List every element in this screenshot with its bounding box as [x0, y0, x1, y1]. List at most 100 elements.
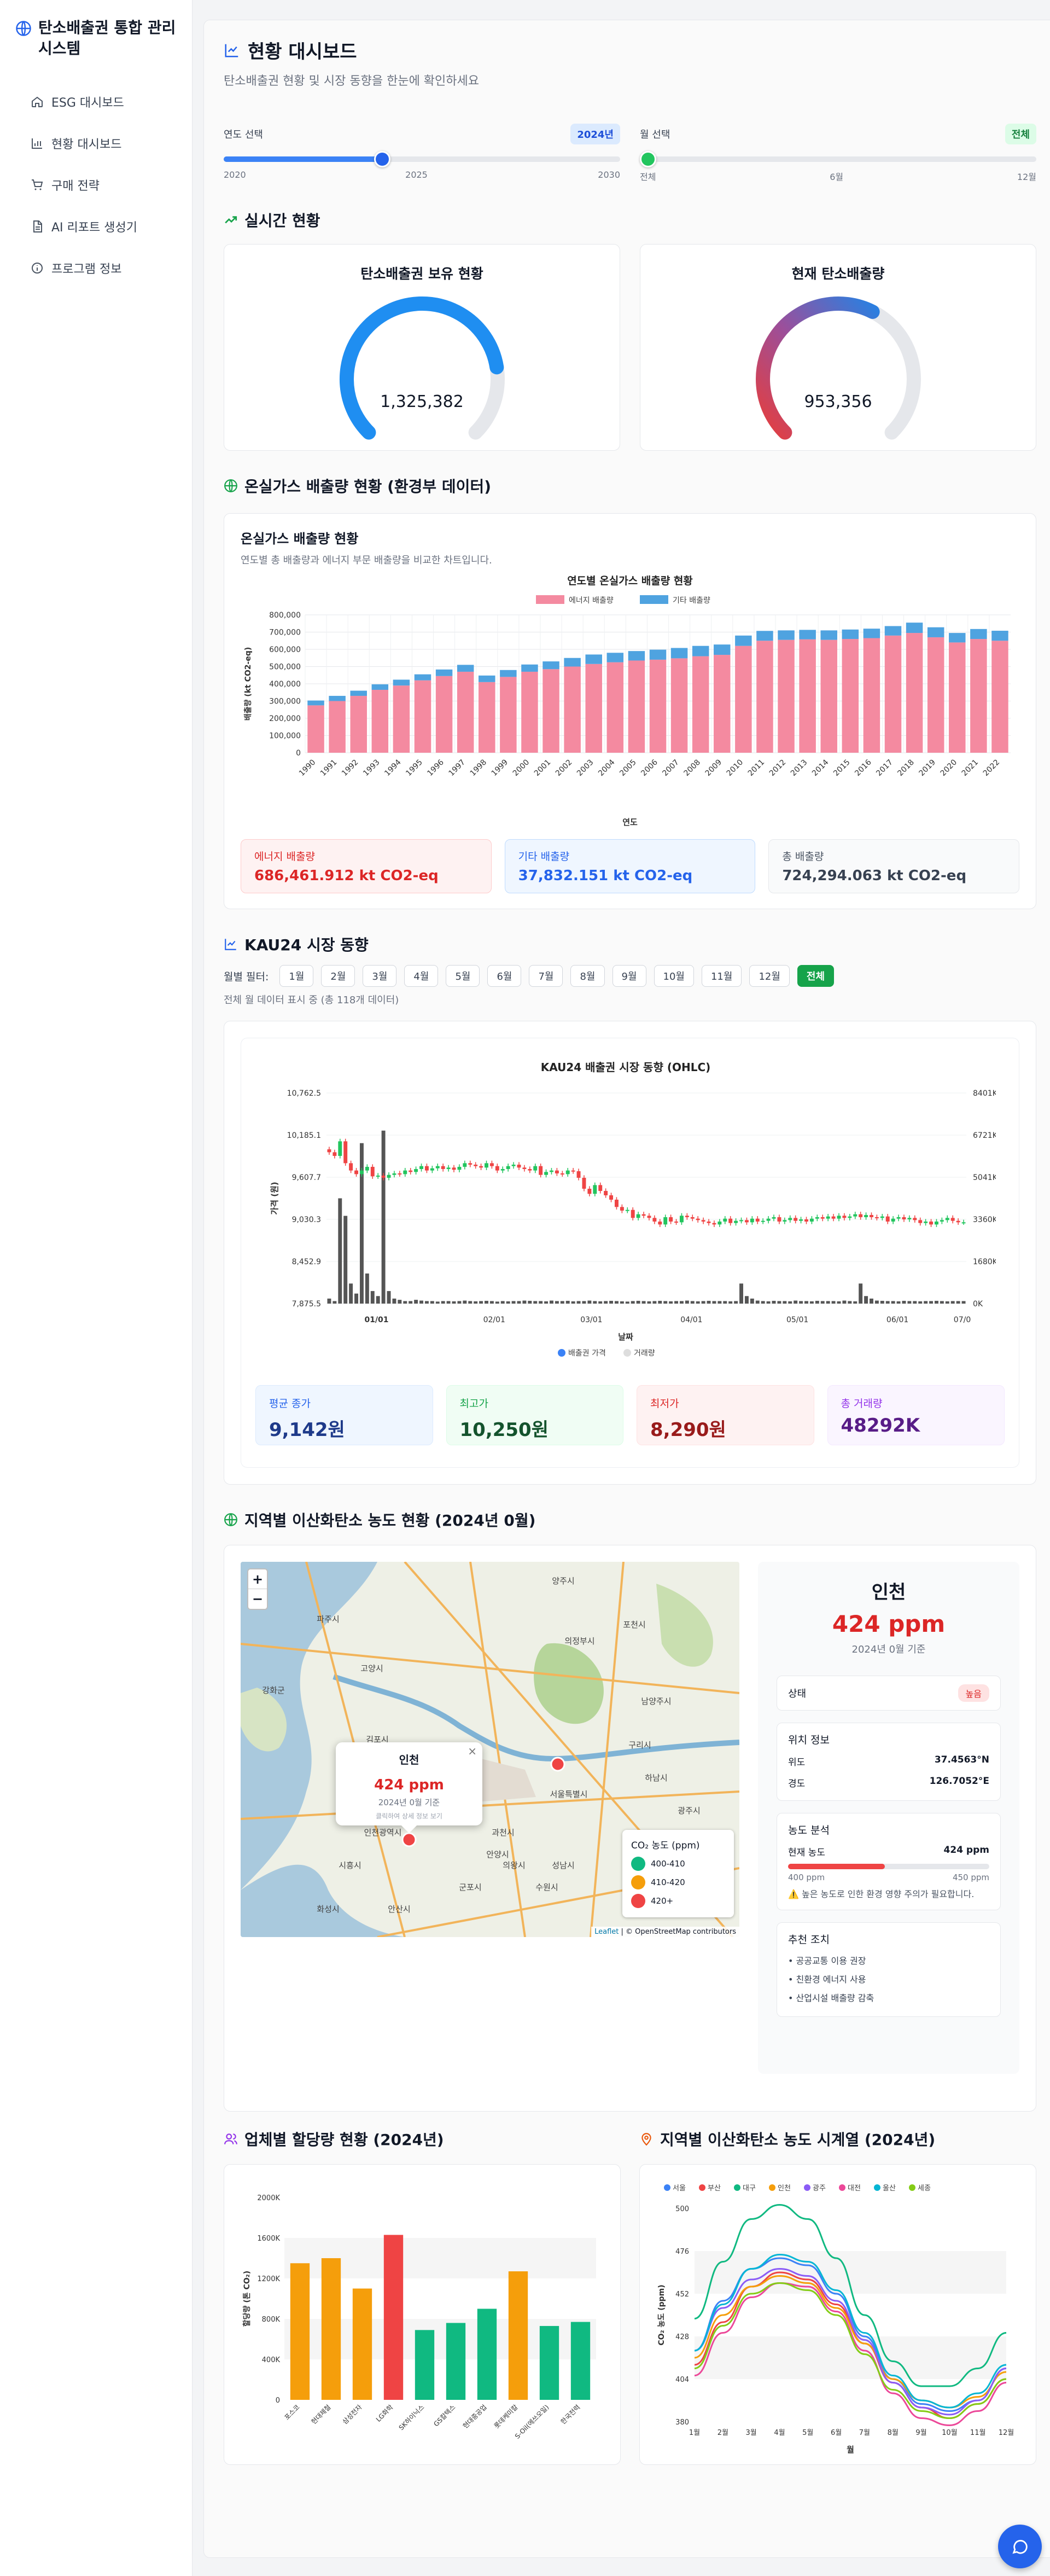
candle-body — [934, 1222, 938, 1225]
legend-label: 배출권 가격 — [568, 1349, 606, 1358]
candle-body — [485, 1163, 488, 1168]
other-bar — [393, 679, 410, 686]
volume-bar — [826, 1301, 830, 1304]
month-slider-thumb[interactable] — [640, 151, 656, 167]
leaflet-link[interactable]: Leaflet — [594, 1928, 619, 1936]
month-filter-button[interactable]: 4월 — [404, 965, 439, 987]
volume-bar — [837, 1301, 841, 1304]
legend-label: 대구 — [743, 2184, 756, 2193]
filter-sliders: 연도 선택 2024년 2020 2025 2030 월 선 — [224, 124, 1036, 183]
page-title: 현황 대시보드 — [248, 41, 357, 63]
volume-bar — [571, 1301, 575, 1304]
candle-body — [696, 1218, 700, 1220]
map-road — [590, 1562, 625, 1937]
month-slider-track[interactable] — [640, 151, 1036, 167]
allocation-bar-chart: 0 400K 800K 1200K 1600K 2000K 포스코 현대제철 삼성전자 LG화학 S… — [242, 2194, 596, 2440]
month-filter-button[interactable]: 10월 — [654, 965, 694, 987]
candle-body — [576, 1171, 581, 1178]
month-filter-button[interactable]: 12월 — [749, 965, 790, 987]
month-filter-button[interactable]: 9월 — [612, 965, 646, 987]
energy-bar — [435, 676, 453, 753]
x-tick-label: 2017 — [874, 758, 895, 778]
zoom-in-button[interactable]: + — [248, 1569, 267, 1589]
co2-map[interactable]: 서울특별시성남시인천광역시부천시수원시안양시안산시고양시파주시의정부시남양주시하… — [241, 1562, 739, 1937]
month-slider[interactable]: 월 선택 전체 전체 6월 12월 — [640, 124, 1036, 183]
year-slider[interactable]: 연도 선택 2024년 2020 2025 2030 — [224, 124, 620, 183]
trend-chart-icon — [225, 44, 238, 57]
x-tick-label: 1996 — [425, 758, 446, 778]
volume-bar — [804, 1301, 808, 1304]
other-bar — [307, 700, 324, 706]
sidebar-item-purchase-strategy[interactable]: 구매 전략 — [15, 164, 177, 206]
popup-close-button[interactable]: × — [468, 1745, 477, 1758]
ghg-stats: 에너지 배출량 686,461.912 kt CO2-eq 기타 배출량 37,… — [241, 839, 1020, 893]
chat-button[interactable] — [998, 2525, 1042, 2568]
volume-bar — [424, 1301, 429, 1304]
candle-body — [685, 1216, 689, 1218]
year-slider-thumb[interactable] — [374, 151, 390, 167]
month-filter-button[interactable]: 1월 — [279, 965, 314, 987]
candle-body — [669, 1217, 673, 1222]
realtime-title-text: 실시간 현황 — [244, 212, 320, 230]
sidebar-item-esg-dashboard[interactable]: ESG 대시보드 — [15, 81, 177, 123]
timeseries-section-title: 지역별 이산화탄소 농도 시계열 (2024년) — [639, 2128, 1036, 2150]
stat-label: 기타 배출량 — [518, 851, 570, 863]
legend-label: 세종 — [918, 2184, 931, 2193]
month-filter-button[interactable]: 6월 — [487, 965, 522, 987]
zoom-out-button[interactable]: − — [252, 1591, 264, 1607]
x-tick-label: 04/01 — [680, 1316, 702, 1324]
other-bar — [628, 651, 645, 661]
other-bar — [414, 674, 431, 681]
month-filter-button[interactable]: 7월 — [529, 965, 563, 987]
month-filter-button[interactable]: 2월 — [321, 965, 355, 987]
candle-body — [744, 1220, 749, 1223]
energy-bar — [457, 671, 474, 753]
y-tick-label: 800K — [262, 2316, 281, 2324]
volume-bar — [820, 1301, 825, 1304]
x-tick-label: 2003 — [575, 758, 596, 778]
energy-bar — [585, 664, 602, 753]
month-filter-button[interactable]: 3월 — [363, 965, 397, 987]
volume-bar — [961, 1301, 966, 1304]
y-tick-label: 600,000 — [269, 646, 301, 654]
volume-bar — [468, 1301, 472, 1304]
volume-bar — [370, 1291, 375, 1304]
volume-bar — [522, 1300, 527, 1304]
candle-body — [658, 1222, 662, 1225]
volume-bar — [907, 1301, 912, 1304]
allocation-bar — [446, 2323, 466, 2400]
volume-bar — [864, 1296, 868, 1304]
candle-body — [918, 1220, 923, 1223]
volume-bar — [398, 1300, 402, 1304]
candle-body — [870, 1215, 873, 1218]
x-tick-label: 2021 — [960, 758, 981, 778]
month-filter-button[interactable]: 전체 — [797, 965, 835, 987]
year-slider-track[interactable] — [224, 151, 620, 167]
map-place-label: 군포시 — [459, 1882, 481, 1892]
candle-body — [674, 1222, 679, 1223]
candle-body — [728, 1218, 733, 1223]
volume-bar — [956, 1301, 960, 1304]
month-filter-button[interactable]: 8월 — [570, 965, 605, 987]
month-filter-button[interactable]: 11월 — [701, 965, 742, 987]
volume-bar — [896, 1301, 901, 1304]
energy-bar — [414, 680, 431, 753]
map-place-label: 성남시 — [552, 1860, 574, 1870]
candle-body — [539, 1166, 543, 1175]
sidebar-item-status-dashboard[interactable]: 현황 대시보드 — [15, 123, 177, 164]
volume-bar — [950, 1301, 955, 1304]
other-bar — [735, 635, 752, 646]
concentration-bar — [788, 1864, 989, 1869]
candle-body — [354, 1170, 359, 1174]
candle-body — [625, 1210, 629, 1211]
sidebar-item-program-info[interactable]: 프로그램 정보 — [15, 247, 177, 289]
month-filter-button[interactable]: 5월 — [446, 965, 480, 987]
sidebar-item-ai-report[interactable]: AI 리포트 생성기 — [15, 206, 177, 247]
candle-body — [506, 1166, 510, 1170]
popup-city: 인천 — [399, 1753, 419, 1766]
x-tick-label: 02/01 — [483, 1316, 505, 1324]
series-line — [694, 2267, 1007, 2416]
y2-tick-label: 1680K — [973, 1258, 996, 1266]
volume-bar — [902, 1300, 906, 1304]
volume-bar — [739, 1283, 743, 1304]
